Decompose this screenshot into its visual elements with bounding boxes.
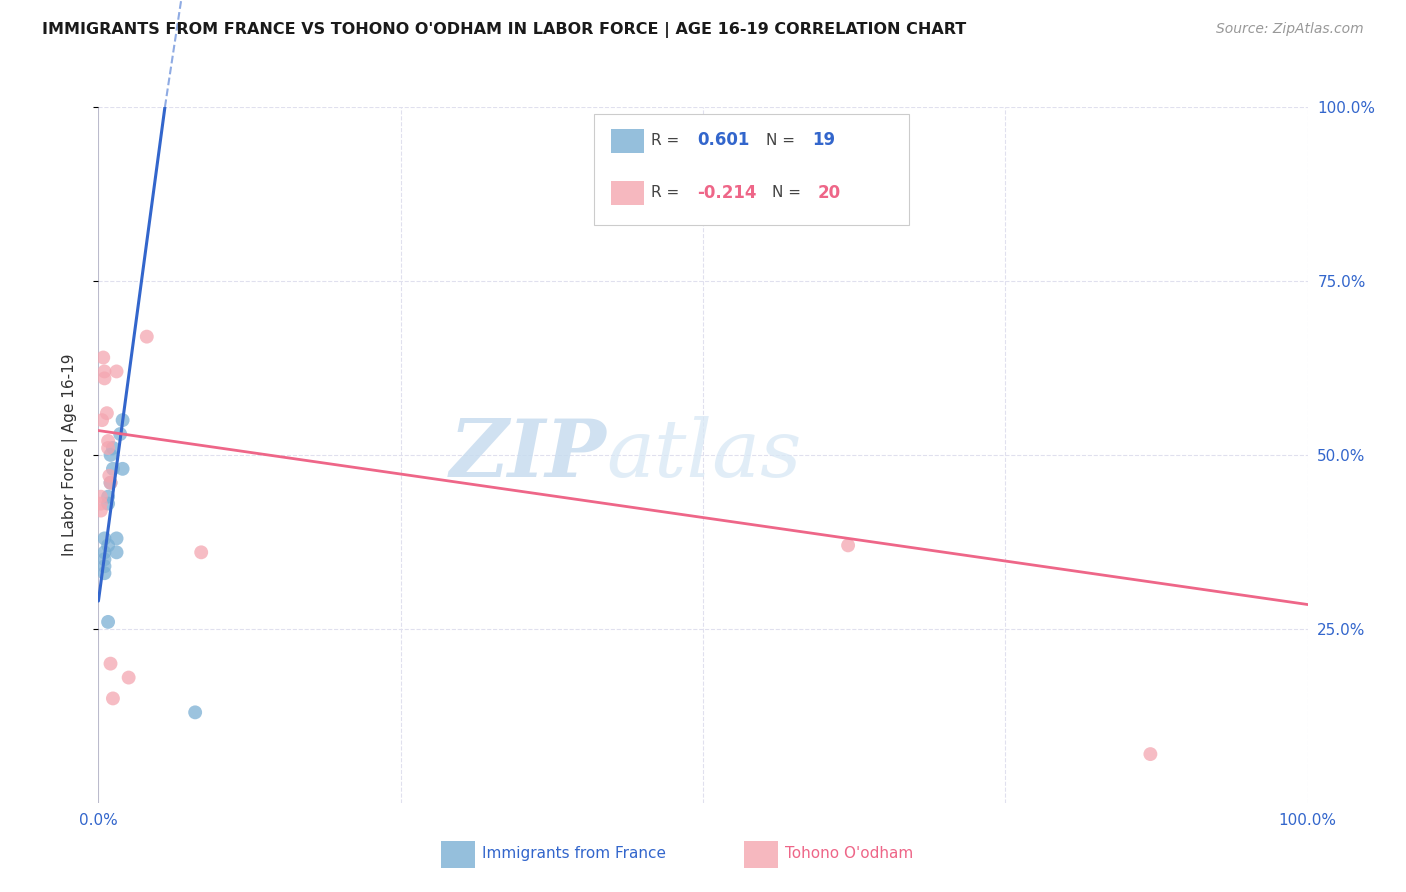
Point xyxy=(101,691,124,706)
Text: IMMIGRANTS FROM FRANCE VS TOHONO O'ODHAM IN LABOR FORCE | AGE 16-19 CORRELATION : IMMIGRANTS FROM FRANCE VS TOHONO O'ODHAM… xyxy=(42,22,966,38)
Text: 19: 19 xyxy=(811,131,835,150)
Point xyxy=(97,538,120,552)
Point xyxy=(101,441,124,455)
Point xyxy=(91,351,114,365)
Point xyxy=(111,413,134,427)
Point xyxy=(190,545,212,559)
Text: Immigrants from France: Immigrants from France xyxy=(482,847,666,861)
Point xyxy=(93,559,115,574)
Point xyxy=(105,532,128,546)
Point xyxy=(93,371,115,385)
Point xyxy=(105,545,128,559)
Point xyxy=(97,490,120,504)
Point xyxy=(100,448,122,462)
Text: 20: 20 xyxy=(818,184,841,202)
Point xyxy=(98,468,121,483)
FancyBboxPatch shape xyxy=(595,114,908,226)
Text: Tohono O'odham: Tohono O'odham xyxy=(785,847,912,861)
Point xyxy=(97,615,120,629)
Point xyxy=(101,462,124,476)
Text: 0.601: 0.601 xyxy=(697,131,749,150)
Point xyxy=(118,671,141,685)
Point xyxy=(93,545,115,559)
Text: ZIP: ZIP xyxy=(450,417,606,493)
Point xyxy=(90,490,112,504)
Point xyxy=(135,329,157,343)
Point xyxy=(93,566,115,581)
Point xyxy=(96,406,118,420)
FancyBboxPatch shape xyxy=(612,129,644,153)
Point xyxy=(93,364,115,378)
Point xyxy=(90,503,112,517)
Point xyxy=(111,462,134,476)
Point xyxy=(93,532,115,546)
Point xyxy=(1139,747,1161,761)
Point xyxy=(184,706,207,720)
Point xyxy=(93,552,115,566)
FancyBboxPatch shape xyxy=(612,181,644,205)
Text: N =: N = xyxy=(766,133,800,148)
Text: R =: R = xyxy=(651,133,685,148)
Text: N =: N = xyxy=(772,186,806,200)
Point xyxy=(97,441,120,455)
Point xyxy=(105,364,128,378)
Point xyxy=(837,538,859,552)
Point xyxy=(108,427,131,442)
Text: R =: R = xyxy=(651,186,685,200)
Y-axis label: In Labor Force | Age 16-19: In Labor Force | Age 16-19 xyxy=(62,353,77,557)
Point xyxy=(90,497,112,511)
Point xyxy=(97,497,120,511)
Point xyxy=(91,413,114,427)
Text: Source: ZipAtlas.com: Source: ZipAtlas.com xyxy=(1216,22,1364,37)
Point xyxy=(100,475,122,490)
Point xyxy=(100,475,122,490)
Text: atlas: atlas xyxy=(606,417,801,493)
Text: -0.214: -0.214 xyxy=(697,184,756,202)
Point xyxy=(100,657,122,671)
Point xyxy=(97,434,120,448)
